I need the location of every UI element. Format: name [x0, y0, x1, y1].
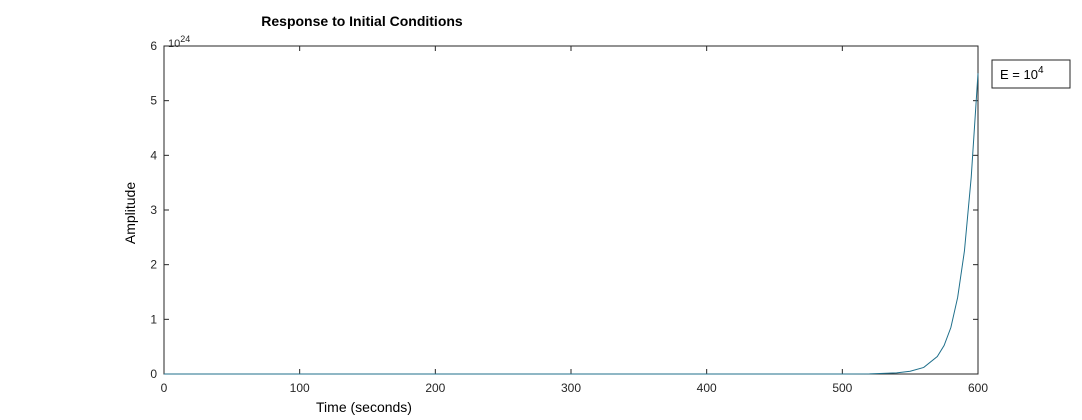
y-tick-label: 0 — [150, 367, 157, 381]
legend[interactable]: E = 104 — [991, 59, 1071, 89]
y-tick-label: 1 — [150, 312, 157, 326]
x-tick-label: 300 — [561, 381, 581, 395]
series-line — [164, 73, 979, 375]
y-tick-label: 3 — [150, 203, 157, 217]
y-axis: 0 1 2 3 4 5 6 — [150, 39, 978, 381]
series-group — [164, 73, 979, 375]
x-tick-label: 200 — [425, 381, 445, 395]
x-axis: 0 100 200 300 400 500 600 — [161, 46, 988, 395]
y-axis-label: Amplitude — [122, 182, 138, 244]
x-tick-label: 500 — [832, 381, 852, 395]
y-exponent-superscript: 24 — [180, 34, 190, 44]
x-tick-label: 400 — [697, 381, 717, 395]
x-tick-label: 600 — [968, 381, 988, 395]
x-axis-label: Time (seconds) — [316, 399, 412, 415]
y-exponent-label: 1024 — [168, 34, 190, 50]
x-tick-label: 100 — [290, 381, 310, 395]
y-tick-label: 4 — [150, 148, 157, 162]
legend-superscript: 4 — [1038, 65, 1044, 76]
chart-title: Response to Initial Conditions — [261, 13, 463, 29]
y-tick-label: 6 — [150, 39, 157, 53]
plot-area — [163, 45, 979, 375]
legend-entry: E = 104 — [1000, 65, 1044, 82]
y-tick-label: 2 — [150, 258, 157, 272]
y-tick-label: 5 — [150, 94, 157, 108]
legend-box — [991, 59, 1071, 89]
x-tick-label: 0 — [161, 381, 168, 395]
